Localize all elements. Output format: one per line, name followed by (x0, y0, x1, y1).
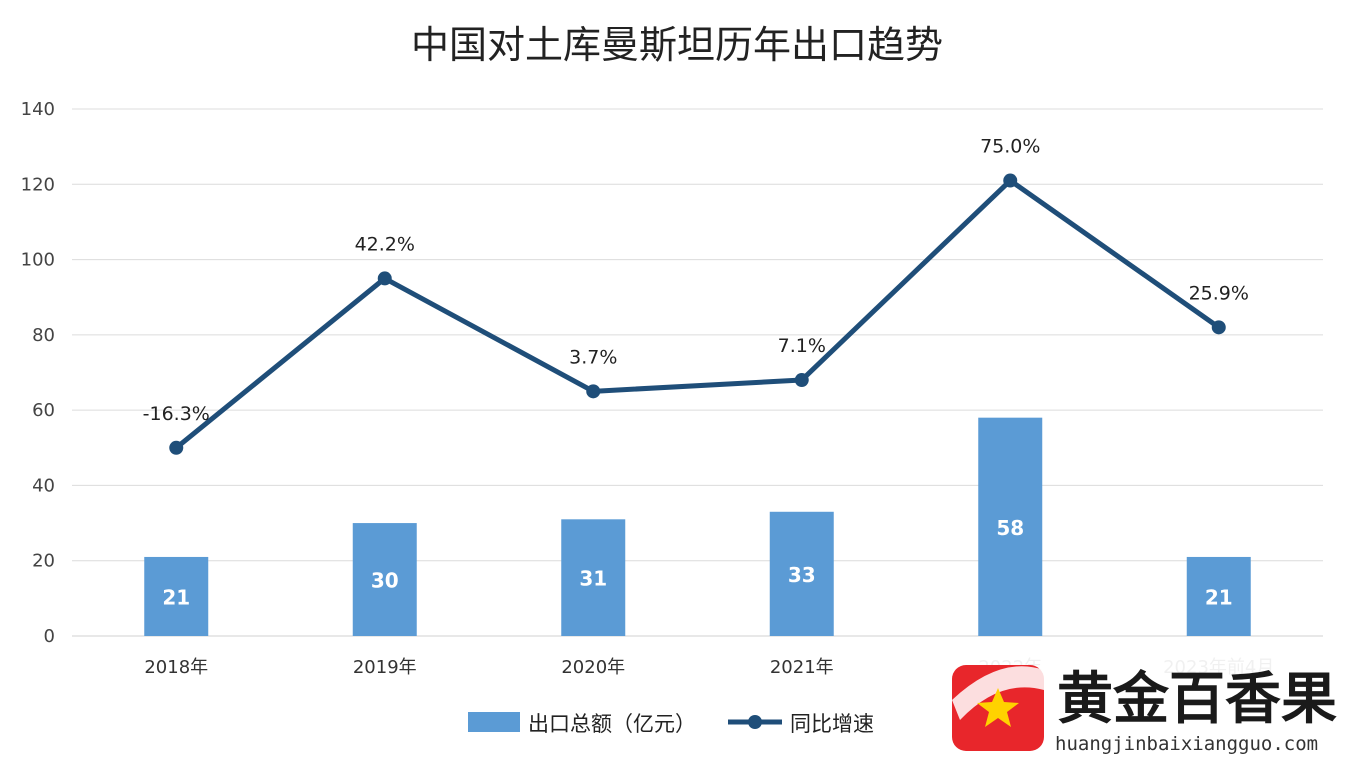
legend-label-bar: 出口总额（亿元） (528, 712, 696, 736)
watermark: 黄金百香果 huangjinbaixiangguo.com (940, 655, 1354, 762)
bar-value-label: 30 (371, 569, 399, 593)
bar (352, 523, 417, 636)
line-point (1003, 173, 1018, 188)
x-tick-label: 2020年 (561, 657, 625, 678)
x-tick-label: 2018年 (144, 657, 208, 678)
legend-item-bar: 出口总额（亿元） (468, 712, 696, 736)
y-tick-label: 20 (32, 551, 55, 572)
y-tick-label: 120 (21, 174, 55, 195)
bar (144, 556, 209, 636)
line-point-label: 3.7% (569, 346, 617, 368)
bar (1186, 556, 1251, 636)
line-point-label: 75.0% (980, 136, 1040, 158)
watermark-url: huangjinbaixiangguo.com (1055, 733, 1318, 755)
line-point (169, 440, 184, 455)
bar (561, 519, 626, 636)
growth-line (174, 178, 1221, 450)
x-tick-label: 2019年 (353, 657, 417, 678)
line-point (1211, 320, 1226, 335)
y-tick-label: 100 (21, 250, 55, 271)
legend-marker (748, 715, 762, 729)
y-tick-label: 140 (21, 99, 55, 120)
y-tick-label: 80 (32, 325, 55, 346)
bar-value-label: 33 (788, 563, 816, 587)
star-in-red-square-icon (952, 665, 1044, 751)
legend: 出口总额（亿元） 同比增速 (468, 712, 874, 736)
y-tick-label: 40 (32, 475, 55, 496)
legend-label-line: 同比增速 (790, 712, 874, 736)
legend-item-line: 同比增速 (728, 712, 874, 736)
line-point (794, 373, 809, 388)
line-point (377, 271, 392, 286)
bar (769, 511, 834, 636)
bar-series: 21 30 31 33 58 21 (144, 417, 1251, 636)
x-tick-label: 2021年 (770, 657, 834, 678)
watermark-name: 黄金百香果 (1057, 666, 1337, 732)
chart-title: 中国对土库曼斯坦历年出口趋势 (411, 23, 943, 67)
legend-swatch-bar (468, 712, 520, 732)
gridlines (72, 108, 1323, 637)
bar-value-label: 31 (579, 567, 607, 591)
bar-value-label: 21 (1205, 585, 1233, 609)
line-point-label: 7.1% (778, 335, 826, 357)
line-point-label: 42.2% (355, 233, 415, 255)
y-tick-label: 60 (32, 400, 55, 421)
line-point-label: 25.9% (1189, 282, 1249, 304)
line-series: -16.3% 42.2% 3.7% 7.1% 75.0% 25.9% (143, 136, 1249, 455)
y-axis-ticks: 0 20 40 60 80 100 120 140 (21, 99, 55, 647)
y-tick-label: 0 (44, 626, 55, 647)
bar (978, 417, 1043, 636)
bar-value-label: 21 (162, 585, 190, 609)
line-point (586, 384, 601, 399)
line-point-label: -16.3% (143, 403, 210, 425)
bar-value-label: 58 (996, 516, 1024, 540)
